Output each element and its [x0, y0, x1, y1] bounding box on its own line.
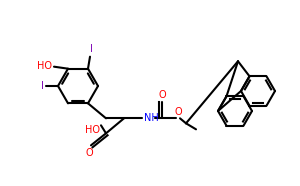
Text: NH: NH	[144, 113, 159, 123]
Text: O: O	[158, 90, 166, 100]
Text: HO: HO	[37, 61, 52, 71]
Text: I: I	[90, 44, 92, 54]
Text: I: I	[41, 81, 44, 91]
Text: O: O	[85, 148, 93, 158]
Text: O: O	[175, 107, 183, 117]
Text: HO: HO	[85, 125, 100, 135]
